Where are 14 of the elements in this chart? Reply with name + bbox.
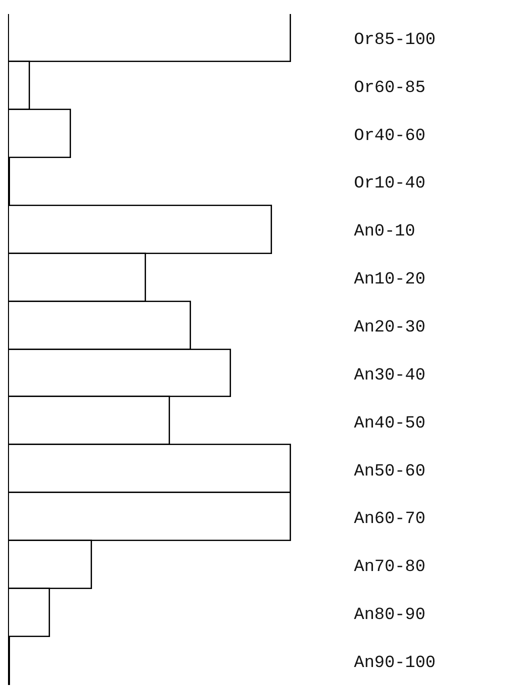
y-tick-label: Or40-60 (354, 126, 426, 146)
y-tick-label: An50-60 (354, 462, 426, 482)
y-tick-label: Or85-100 (354, 30, 436, 50)
y-tick-label: An90-100 (354, 654, 436, 673)
y-tick-label: An20-30 (354, 318, 426, 338)
y-tick-label: An80-90 (354, 606, 426, 626)
y-tick-label: An60-70 (354, 510, 426, 530)
y-tick-label: Or60-85 (354, 78, 426, 98)
y-tick-label: An70-80 (354, 558, 426, 578)
y-tick-label: Or10-40 (354, 174, 426, 194)
y-tick-label: An10-20 (354, 270, 426, 290)
y-tick-label: An0-10 (354, 222, 416, 242)
y-tick-label: An40-50 (354, 414, 426, 434)
y-tick-label: An30-40 (354, 366, 426, 386)
